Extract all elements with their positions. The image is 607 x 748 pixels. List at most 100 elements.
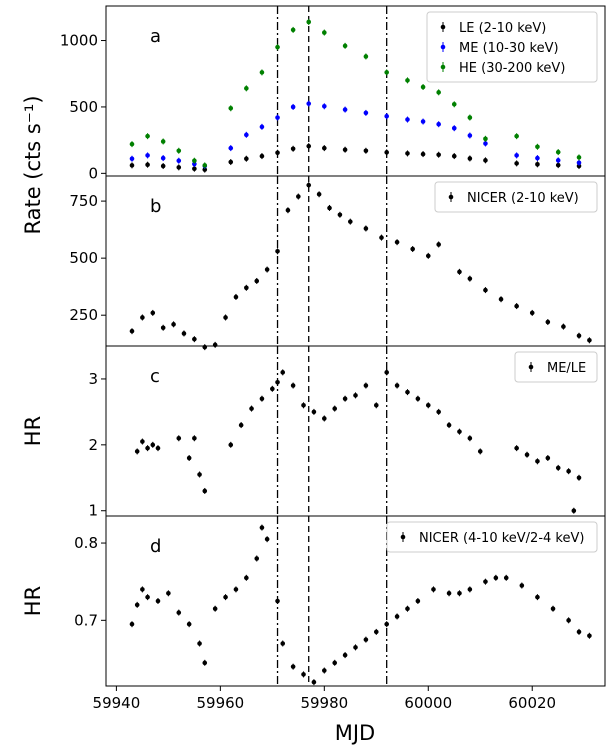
data-point — [176, 610, 182, 615]
data-point — [451, 153, 457, 159]
data-point — [332, 660, 338, 666]
y-tick-label: 500 — [69, 249, 98, 267]
legend: NICER (2-10 keV) — [434, 181, 598, 213]
data-point — [275, 598, 280, 604]
x-tick-label: 59960 — [196, 694, 244, 712]
data-point — [477, 449, 483, 454]
data-point — [384, 150, 389, 155]
data-point — [514, 161, 519, 166]
data-point — [394, 383, 400, 388]
data-point — [264, 536, 270, 542]
data-point — [223, 315, 228, 320]
data-point — [514, 133, 519, 139]
data-point — [212, 606, 218, 612]
data-point — [514, 153, 519, 158]
data-point — [145, 594, 150, 600]
data-point — [316, 191, 322, 197]
data-point — [280, 641, 286, 646]
data-point — [566, 618, 571, 623]
data-point — [306, 182, 312, 188]
data-point — [202, 167, 208, 172]
legend-marker — [440, 24, 446, 30]
data-point — [467, 435, 473, 441]
data-point — [436, 90, 441, 95]
data-point — [405, 151, 410, 156]
y-tick-label: 2 — [88, 436, 98, 454]
data-point — [353, 645, 358, 650]
data-point — [186, 621, 192, 627]
data-point — [498, 296, 504, 302]
data-point — [420, 84, 426, 90]
data-point — [176, 148, 182, 154]
data-point — [259, 70, 265, 75]
data-point — [275, 115, 280, 120]
y-tick-label: 0.7 — [74, 611, 98, 629]
data-point — [467, 276, 473, 281]
legend-marker — [440, 44, 446, 50]
data-point — [275, 150, 280, 156]
data-point — [202, 488, 208, 494]
legend-label: LE (2-10 keV) — [459, 21, 546, 36]
data-point — [280, 370, 286, 375]
data-point — [436, 121, 441, 127]
data-point — [420, 119, 426, 124]
data-point — [535, 155, 540, 161]
data-point — [140, 587, 145, 592]
data-point — [192, 166, 197, 171]
data-point — [254, 278, 260, 284]
y-axis-label: Rate (cts s⁻¹) — [21, 95, 45, 234]
data-point — [192, 336, 197, 342]
data-point — [467, 156, 473, 161]
data-point — [322, 416, 327, 421]
data-point — [457, 590, 462, 596]
panel-letter: c — [150, 366, 160, 387]
data-point — [129, 621, 135, 627]
data-point — [576, 160, 582, 166]
data-point — [384, 70, 389, 75]
panel-b: 250 500 750 b NICER (2-10 keV) — [69, 175, 606, 351]
data-point — [176, 165, 182, 170]
data-point — [467, 587, 473, 592]
data-point — [150, 310, 156, 316]
data-point — [150, 442, 156, 448]
data-point — [290, 664, 296, 669]
data-point — [451, 125, 457, 131]
y-tick-label: 0.8 — [74, 534, 98, 552]
data-point — [129, 156, 135, 162]
data-point — [264, 267, 270, 272]
data-point — [160, 163, 166, 169]
data-point — [342, 396, 348, 402]
data-point — [134, 449, 140, 454]
data-point — [228, 105, 234, 111]
data-point — [503, 575, 509, 581]
data-point — [197, 641, 202, 646]
data-point — [176, 158, 182, 164]
legend-marker — [400, 534, 406, 540]
y-tick-label: 3 — [88, 370, 98, 388]
data-point — [259, 124, 265, 130]
y-tick-label: 500 — [69, 98, 98, 116]
x-tick-label: 59980 — [300, 694, 348, 712]
data-point — [223, 594, 228, 600]
legend-marker — [448, 194, 454, 200]
data-point — [457, 429, 462, 434]
data-point — [405, 78, 410, 83]
data-point — [550, 606, 556, 612]
data-point — [259, 396, 265, 402]
data-point — [244, 86, 249, 91]
data-point — [290, 104, 296, 110]
legend-box — [514, 351, 598, 383]
panels: 0 500 1000 Rate (cts s⁻¹) a LE (2-10 keV) ME (… — [21, 5, 606, 691]
series-a-0 — [129, 143, 582, 173]
series-d-0 — [129, 524, 592, 686]
data-point — [529, 310, 535, 316]
data-point — [322, 30, 327, 35]
data-point — [311, 679, 317, 685]
data-point — [524, 452, 530, 458]
x-axis-label: MJD — [335, 721, 375, 745]
data-point — [587, 337, 592, 343]
data-point — [306, 19, 312, 25]
data-point — [244, 156, 249, 162]
data-point — [405, 389, 410, 395]
data-point — [327, 205, 332, 211]
